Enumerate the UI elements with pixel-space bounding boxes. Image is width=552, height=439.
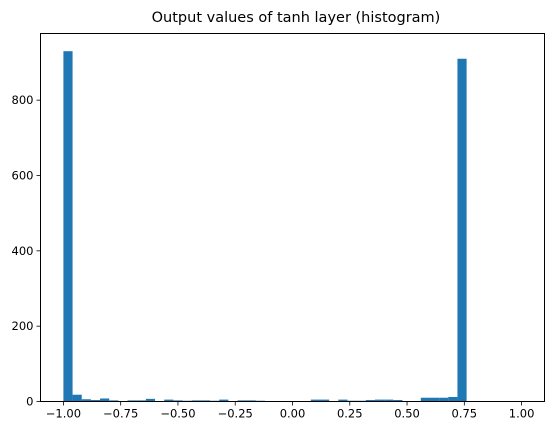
x-tick-label: −1.00 bbox=[46, 407, 81, 421]
y-tick-label: 800 bbox=[12, 93, 34, 107]
x-tick-label: 1.00 bbox=[509, 407, 535, 421]
x-tick-label: 0.00 bbox=[280, 407, 306, 421]
histogram-bar bbox=[63, 51, 72, 401]
histogram-bar bbox=[421, 398, 430, 402]
histogram-bar bbox=[439, 398, 448, 402]
y-tick-label: 0 bbox=[26, 395, 33, 409]
y-tick-label: 200 bbox=[12, 319, 34, 333]
x-tick-label: −0.75 bbox=[103, 407, 138, 421]
histogram-bar bbox=[430, 398, 439, 402]
x-tick-label: 0.25 bbox=[337, 407, 363, 421]
plot-frame bbox=[41, 34, 545, 402]
x-tick-label: −0.25 bbox=[218, 407, 253, 421]
y-tick-label: 400 bbox=[12, 244, 34, 258]
y-tick-label: 600 bbox=[12, 169, 34, 183]
y-axis: 0 200 400 600 800 bbox=[12, 93, 41, 408]
x-tick-label: 0.75 bbox=[452, 407, 478, 421]
x-tick-label: 0.50 bbox=[394, 407, 420, 421]
chart-title: Output values of tanh layer (histogram) bbox=[152, 10, 441, 26]
bars-group bbox=[63, 51, 466, 401]
histogram-bar bbox=[448, 397, 457, 402]
x-tick-label: −0.50 bbox=[160, 407, 195, 421]
histogram-bar bbox=[73, 395, 82, 402]
histogram-bar bbox=[457, 59, 466, 402]
x-axis: −1.00 −0.75 −0.50 −0.25 0.00 0.25 0.50 0.75 1.00 bbox=[46, 402, 535, 421]
